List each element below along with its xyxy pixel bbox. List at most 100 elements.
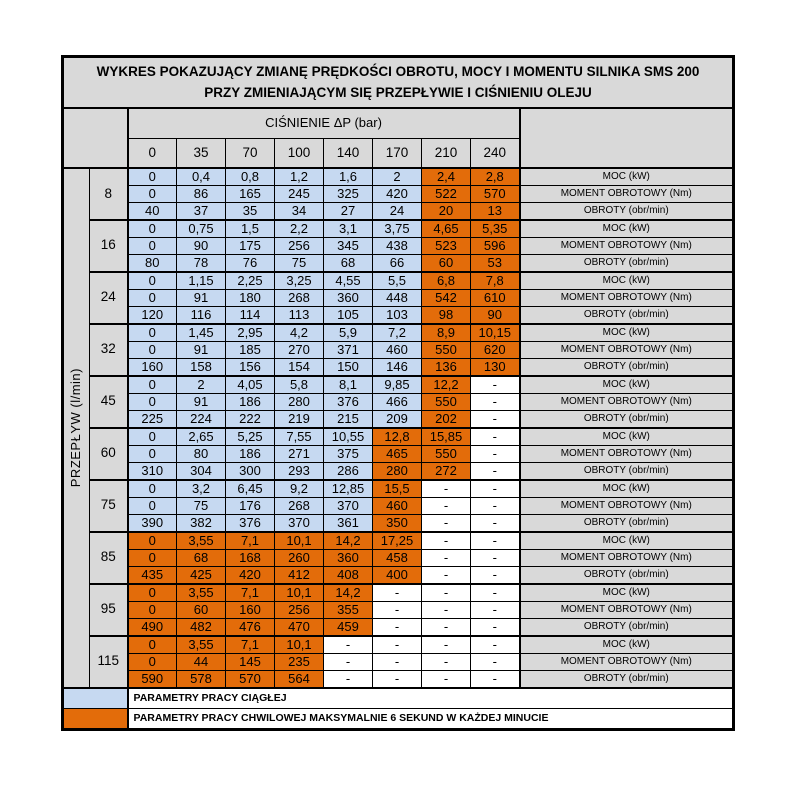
data-cell: 350	[372, 513, 422, 533]
metric-label: MOMENT OBROTOWY (Nm)	[518, 652, 734, 671]
flow-value-cell: 16	[89, 218, 129, 273]
data-cell: 268	[274, 496, 324, 515]
pressure-column-header: 210	[421, 138, 471, 169]
data-cell: 0	[127, 288, 177, 307]
data-cell: 2	[176, 374, 226, 394]
data-cell: 0	[127, 392, 177, 411]
data-cell: 7,1	[225, 634, 275, 654]
data-cell: 460	[372, 340, 422, 359]
data-cell: 12,8	[372, 426, 422, 446]
table-title-line2: PRZY ZMIENIAJĄCYM SIĘ PRZEPŁYWIE I CIŚNI…	[204, 84, 592, 100]
table-row: 0 68 168 260 360 458- - MOMENT OBROTOWY (Nm)	[63, 548, 734, 567]
data-cell: -	[372, 582, 422, 602]
title-row: WYKRES POKAZUJĄCY ZMIANĘ PRĘDKOŚCI OBROT…	[62, 56, 734, 110]
legend-row-momentary: PARAMETRY PRACY CHWILOWEJ MAKSYMALNIE 6 …	[62, 707, 734, 731]
data-cell: 10,1	[274, 582, 324, 602]
table-head-rows: WYKRES POKAZUJĄCY ZMIANĘ PRĘDKOŚCI OBROT…	[62, 56, 734, 169]
data-cell: 482	[176, 617, 226, 637]
data-cell: -	[421, 669, 471, 689]
data-cell: 542	[421, 288, 471, 307]
data-cell: 76	[225, 253, 275, 273]
data-cell: 1,15	[176, 270, 226, 290]
data-cell: 590	[127, 669, 177, 689]
data-cell: -	[470, 652, 520, 671]
data-cell: -	[470, 461, 520, 481]
table-row: 75 0 3,2 6,45 9,2 12,85 15,5- - MOC (kW)	[63, 478, 734, 533]
data-cell: 219	[274, 409, 324, 429]
data-cell: 160	[225, 600, 275, 619]
data-cell: 293	[274, 461, 324, 481]
table-body: PRZEPŁYW (l/min) 8 0 0,4 0,8 1,2 1,6 2 2,4 2,8 MOC…	[62, 166, 734, 689]
data-cell: 3,55	[176, 530, 226, 550]
table-row: 435 425 420 412 408 400- - OBROTY (obr/min)	[63, 565, 734, 585]
metric-header-spacer	[518, 107, 734, 169]
metric-label: OBROTY (obr/min)	[518, 357, 734, 377]
data-cell: 146	[372, 357, 422, 377]
data-cell: -	[323, 634, 373, 654]
data-cell: 0	[127, 374, 177, 394]
data-cell: 0	[127, 600, 177, 619]
data-cell: 14,2	[323, 530, 373, 550]
data-cell: 0	[127, 444, 177, 463]
legend-label-continuous: PARAMETRY PRACY CIĄGŁEJ	[127, 686, 734, 709]
data-cell: -	[323, 652, 373, 671]
data-cell: 355	[323, 600, 373, 619]
data-cell: 425	[176, 565, 226, 585]
data-cell: 9,2	[274, 478, 324, 498]
flow-axis-label: PRZEPŁYW (l/min)	[68, 368, 84, 488]
data-cell: 14,2	[323, 582, 373, 602]
data-cell: 1,45	[176, 322, 226, 342]
data-cell: 523	[421, 236, 471, 255]
data-cell: 6,45	[225, 478, 275, 498]
metric-label: OBROTY (obr/min)	[518, 513, 734, 533]
data-cell: 44	[176, 652, 226, 671]
data-cell: -	[470, 600, 520, 619]
table-row: 390 382 376 370 361 350- - OBROTY (obr/min)	[63, 513, 734, 533]
metric-label: OBROTY (obr/min)	[518, 565, 734, 585]
data-cell: 361	[323, 513, 373, 533]
metric-label: MOC (kW)	[518, 582, 734, 602]
data-cell: 175	[225, 236, 275, 255]
data-cell: 27	[323, 201, 373, 221]
data-cell: 12,2	[421, 374, 471, 394]
table-row: 0 91 180 268 360 448 542 610 MOMENT OBROTOWY (Nm…	[63, 288, 734, 307]
data-cell: 2	[372, 166, 422, 186]
data-cell: 10,1	[274, 530, 324, 550]
data-cell: 98	[421, 305, 471, 325]
flow-value-cell: 115	[89, 634, 129, 689]
flow-value-cell: 45	[89, 374, 129, 429]
table-row: 225 224 222 219 215 209 202- OBROTY (obr/min)	[63, 409, 734, 429]
data-cell: 260	[274, 548, 324, 567]
flow-axis-cell: PRZEPŁYW (l/min)	[62, 166, 90, 689]
data-cell: 578	[176, 669, 226, 689]
pressure-header-row: CIŚNIENIE ΔP (bar)	[62, 107, 734, 169]
data-cell: 130	[470, 357, 520, 377]
data-cell: 0,8	[225, 166, 275, 186]
data-cell: 78	[176, 253, 226, 273]
data-cell: 345	[323, 236, 373, 255]
data-cell: 91	[176, 340, 226, 359]
data-cell: 68	[323, 253, 373, 273]
pressure-column-header: 100	[274, 138, 324, 169]
data-cell: 408	[323, 565, 373, 585]
data-cell: 158	[176, 357, 226, 377]
table-row: 0 44 145 235- - - - MOMENT OBROTOWY (Nm)	[63, 652, 734, 671]
data-cell: -	[421, 617, 471, 637]
data-cell: -	[372, 600, 422, 619]
data-cell: 596	[470, 236, 520, 255]
metric-label: MOC (kW)	[518, 218, 734, 238]
flow-value-cell: 75	[89, 478, 129, 533]
data-cell: 6,8	[421, 270, 471, 290]
table-row: 590 578 570 564- - - - OBROTY (obr/min)	[63, 669, 734, 689]
data-cell: 360	[323, 548, 373, 567]
data-cell: 4,05	[225, 374, 275, 394]
data-cell: 2,95	[225, 322, 275, 342]
data-cell: 476	[225, 617, 275, 637]
data-cell: 113	[274, 305, 324, 325]
metric-label: MOMENT OBROTOWY (Nm)	[518, 340, 734, 359]
data-cell: 5,5	[372, 270, 422, 290]
table-title-line1: WYKRES POKAZUJĄCY ZMIANĘ PRĘDKOŚCI OBROT…	[96, 64, 700, 80]
corner-cell	[62, 107, 129, 169]
data-cell: -	[470, 634, 520, 654]
data-cell: -	[323, 669, 373, 689]
